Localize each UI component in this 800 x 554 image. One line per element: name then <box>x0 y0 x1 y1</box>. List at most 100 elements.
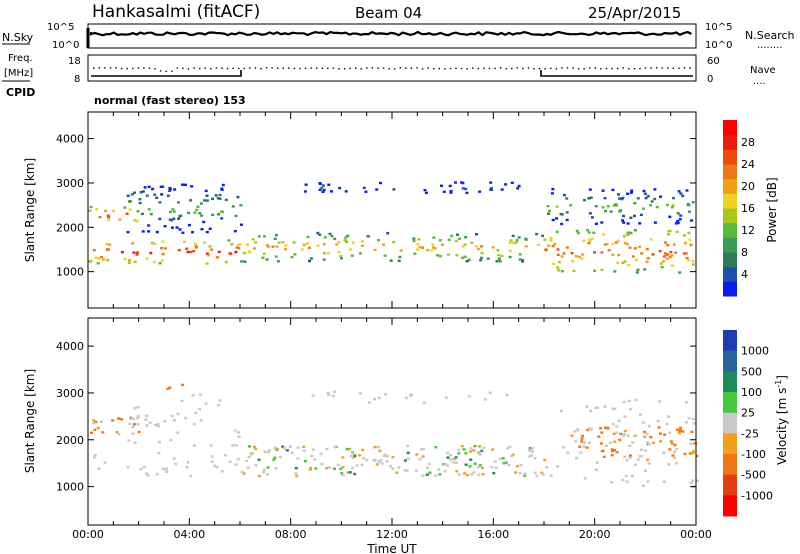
velocity-cell <box>278 455 282 459</box>
power-cell <box>147 224 151 227</box>
velocity-cell <box>691 452 695 455</box>
power-cell <box>196 205 200 208</box>
power-colorbar-swatch <box>723 120 737 136</box>
velocity-colorbar-tick: 1000 <box>741 345 769 358</box>
power-cell <box>131 242 135 245</box>
power-cell <box>253 247 256 250</box>
power-cell <box>500 188 504 191</box>
velocity-cell <box>251 451 255 455</box>
power-cell <box>575 229 579 233</box>
power-cell <box>168 218 172 221</box>
freq-point <box>472 67 474 69</box>
velocity-cell <box>326 391 330 395</box>
velocity-cell <box>156 423 160 426</box>
power-cell <box>147 230 151 233</box>
freq-point <box>388 68 390 70</box>
freq-point <box>672 67 675 69</box>
freq-point <box>338 68 340 70</box>
power-cell <box>544 248 548 252</box>
power-cell <box>416 243 420 246</box>
power-cell <box>236 195 240 199</box>
power-cell <box>290 256 294 259</box>
velocity-cell <box>325 447 329 451</box>
velocity-cell <box>457 473 461 476</box>
velocity-cell <box>622 433 626 436</box>
velocity-cell <box>589 409 593 413</box>
velocity-cell <box>611 407 615 410</box>
velocity-cell <box>442 462 446 466</box>
power-cell <box>645 248 649 251</box>
power-cell <box>458 237 462 240</box>
freq-point <box>115 67 117 69</box>
y-tick-label: 3000 <box>56 177 84 190</box>
freq-point <box>683 67 686 69</box>
freq-point <box>678 67 680 69</box>
velocity-cell <box>231 444 235 447</box>
power-cell <box>364 190 368 193</box>
velocity-cell <box>139 467 143 471</box>
velocity-cell <box>406 451 410 455</box>
power-colorbar-swatch <box>723 193 737 209</box>
velocity-cell <box>641 484 645 487</box>
freq-point <box>327 67 329 70</box>
freq-point <box>689 67 691 69</box>
velocity-cell <box>128 422 132 425</box>
velocity-cell <box>266 466 270 469</box>
velocity-colorbar-swatch <box>723 454 737 476</box>
power-cell <box>205 230 209 234</box>
velocity-cell <box>420 447 424 451</box>
velocity-cell <box>514 471 518 474</box>
power-cell <box>187 211 191 215</box>
freq-point <box>377 67 379 69</box>
power-cell <box>431 246 435 249</box>
freq-point <box>667 67 669 69</box>
velocity-cell <box>133 407 137 410</box>
velocity-cell <box>594 468 598 471</box>
power-cell <box>553 243 557 246</box>
freq-point <box>617 67 619 70</box>
velocity-cell <box>693 442 697 445</box>
power-cell <box>676 221 680 225</box>
power-cell <box>150 241 154 245</box>
velocity-cell <box>254 447 258 450</box>
velocity-cell <box>677 431 681 435</box>
power-cell <box>389 259 393 262</box>
power-cell <box>593 251 596 254</box>
velocity-cell <box>531 447 534 450</box>
velocity-cell <box>684 401 688 404</box>
power-cell <box>454 239 458 243</box>
power-cell <box>160 193 164 196</box>
freq-point <box>561 67 563 69</box>
velocity-cell <box>617 419 621 422</box>
power-cell <box>106 248 110 251</box>
power-cell <box>200 214 204 217</box>
power-cell <box>383 254 387 257</box>
power-cell <box>421 246 424 249</box>
power-cell <box>495 260 499 263</box>
velocity-cell <box>662 480 666 483</box>
power-cell <box>106 214 110 217</box>
velocity-cell <box>362 456 365 460</box>
power-cell <box>557 269 561 272</box>
power-cell <box>330 234 334 238</box>
velocity-colorbar-ticks: 1000 500 100 25 -25 -100 -500 -1000 <box>741 345 773 503</box>
velocity-cell <box>449 454 453 457</box>
power-cell <box>433 247 437 250</box>
velocity-cell <box>403 459 407 462</box>
velocity-cell <box>213 464 217 467</box>
power-cell <box>509 239 513 242</box>
power-cell <box>362 186 366 190</box>
power-cell <box>284 244 288 247</box>
power-cell <box>133 219 137 222</box>
power-cell <box>284 248 288 251</box>
velocity-cell <box>302 449 306 452</box>
velocity-cell <box>622 434 625 437</box>
velocity-cell <box>470 473 474 476</box>
power-cell <box>687 231 691 235</box>
velocity-cell <box>220 470 224 473</box>
velocity-cell <box>247 455 251 459</box>
power-cell <box>601 189 605 192</box>
velocity-cell <box>477 465 481 469</box>
freq-point <box>371 67 374 69</box>
power-cell <box>518 253 522 256</box>
